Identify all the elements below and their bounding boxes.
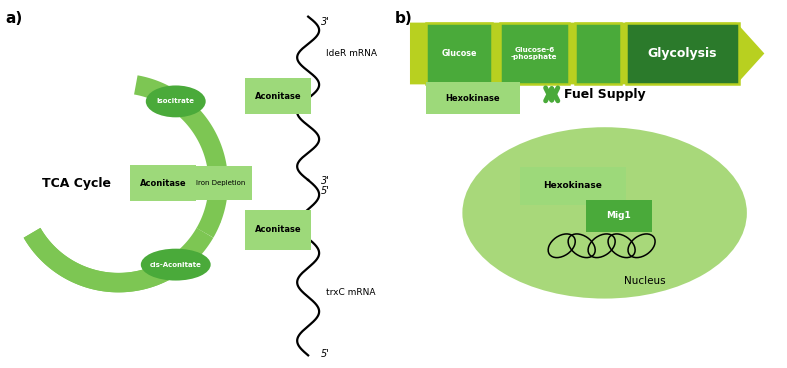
Text: Glucose-6
-phosphate: Glucose-6 -phosphate — [511, 47, 557, 60]
Text: Hexokinase: Hexokinase — [445, 94, 501, 103]
Text: b): b) — [395, 11, 412, 26]
Text: IdeR mRNA: IdeR mRNA — [326, 49, 377, 58]
FancyBboxPatch shape — [131, 165, 196, 201]
Text: cis-Aconitate: cis-Aconitate — [150, 262, 201, 268]
Text: Aconitase: Aconitase — [255, 92, 301, 101]
Text: Aconitase: Aconitase — [140, 178, 187, 188]
FancyBboxPatch shape — [246, 78, 311, 114]
Text: Fuel Supply: Fuel Supply — [563, 88, 645, 101]
Ellipse shape — [146, 85, 205, 117]
FancyBboxPatch shape — [426, 82, 519, 114]
FancyBboxPatch shape — [519, 167, 626, 205]
Text: Isocitrate: Isocitrate — [157, 98, 194, 105]
Text: trxC mRNA: trxC mRNA — [326, 288, 375, 297]
Text: Hexokinase: Hexokinase — [543, 181, 602, 191]
FancyBboxPatch shape — [188, 166, 253, 200]
FancyBboxPatch shape — [500, 22, 569, 84]
FancyBboxPatch shape — [426, 22, 492, 84]
FancyBboxPatch shape — [575, 22, 621, 84]
Text: 3': 3' — [321, 17, 330, 26]
Text: a): a) — [6, 11, 23, 26]
Ellipse shape — [141, 249, 211, 280]
Text: Glycolysis: Glycolysis — [648, 47, 717, 60]
Text: 5': 5' — [321, 349, 330, 360]
Text: Mig1: Mig1 — [606, 211, 631, 220]
FancyBboxPatch shape — [246, 210, 311, 250]
FancyBboxPatch shape — [586, 200, 652, 232]
FancyBboxPatch shape — [626, 22, 740, 84]
Text: TCA Cycle: TCA Cycle — [42, 177, 111, 190]
Text: Glucose: Glucose — [442, 49, 477, 58]
Text: Iron Depletion: Iron Depletion — [196, 180, 245, 186]
Text: Nucleus: Nucleus — [624, 276, 665, 286]
Ellipse shape — [463, 127, 747, 298]
Text: 5': 5' — [321, 186, 330, 196]
Text: Aconitase: Aconitase — [255, 225, 301, 234]
FancyArrow shape — [410, 22, 764, 84]
Text: 3': 3' — [321, 176, 330, 186]
